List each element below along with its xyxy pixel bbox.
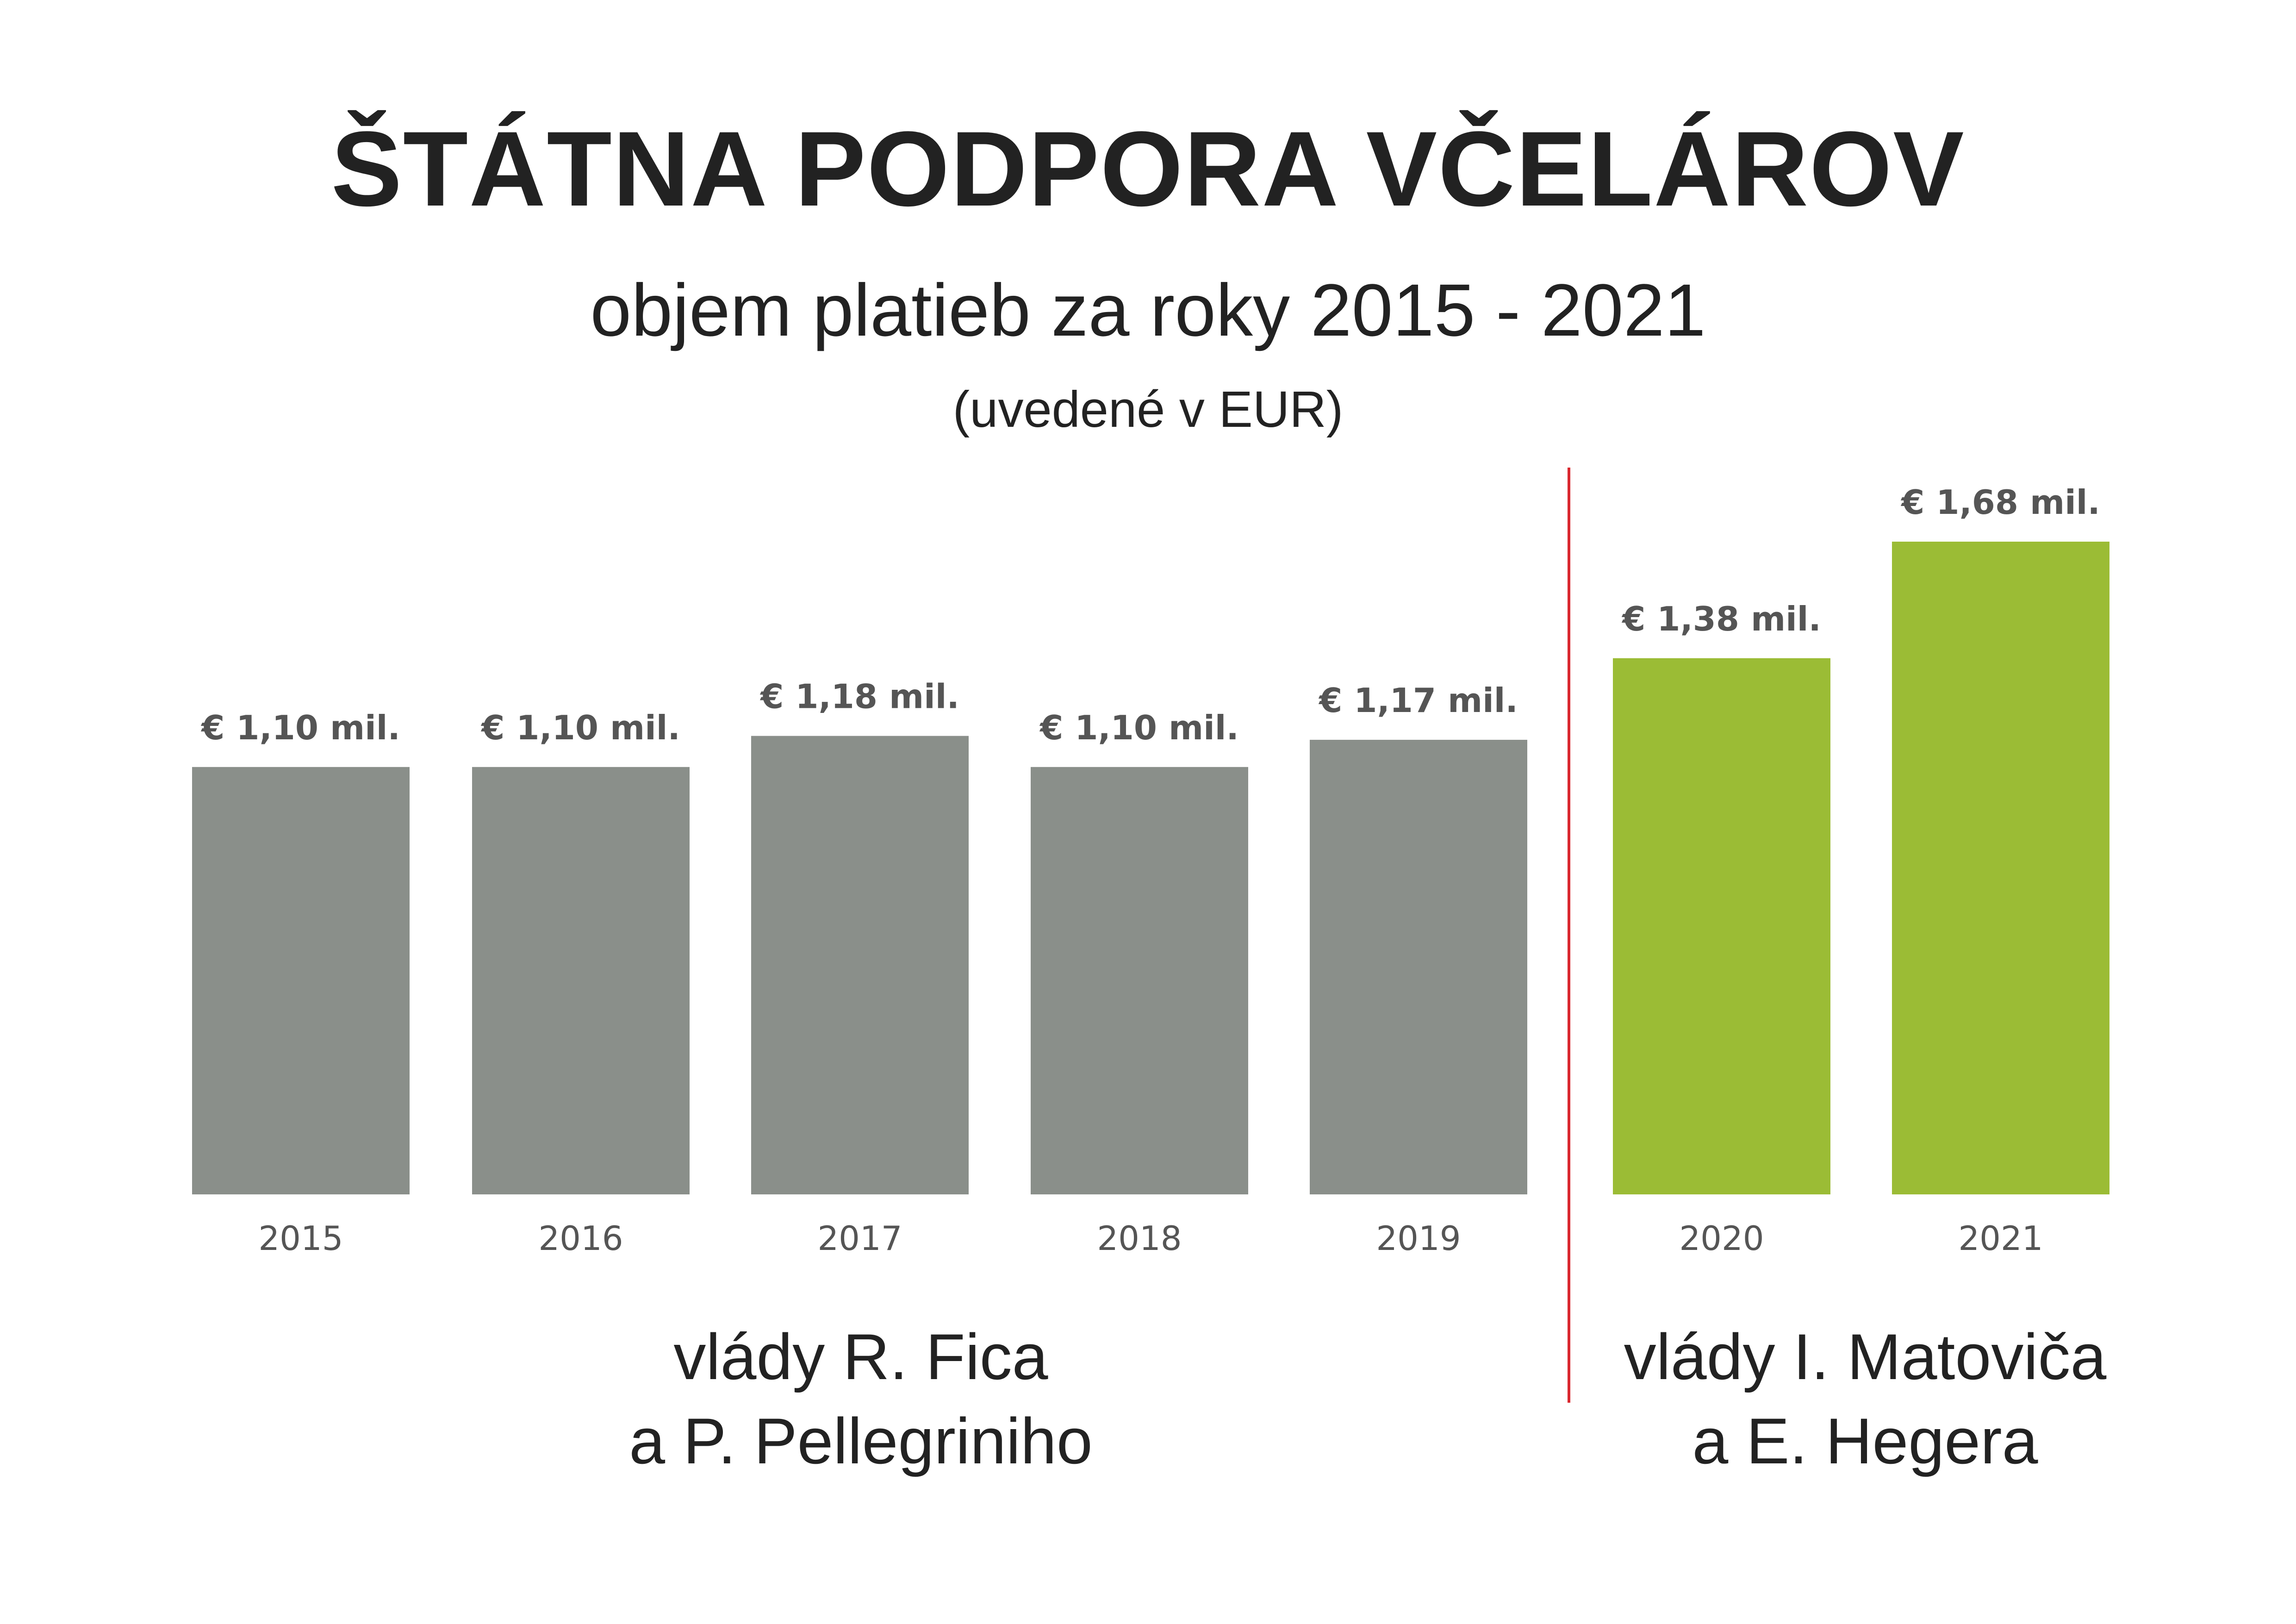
value-label-2019: € 1,17 mil. xyxy=(1318,681,1518,720)
bar-2016 xyxy=(472,767,690,1194)
tick-label-2016: 2016 xyxy=(538,1219,623,1258)
bar-2017 xyxy=(751,736,969,1194)
value-label-2018: € 1,10 mil. xyxy=(1039,708,1239,747)
group-label-line2: a P. Pellegriniho xyxy=(629,1405,1093,1477)
value-label-2016: € 1,10 mil. xyxy=(480,708,680,747)
bar-2020 xyxy=(1613,658,1830,1194)
group-label-line1: vlády R. Fica xyxy=(673,1320,1048,1393)
value-label-2015: € 1,10 mil. xyxy=(200,708,400,747)
value-label-2021: € 1,68 mil. xyxy=(1900,483,2100,522)
bar-2015 xyxy=(192,767,410,1194)
bar-2021 xyxy=(1892,542,2109,1194)
chart-subtitle: objem platieb za roky 2015 - 2021 xyxy=(590,269,1706,351)
tick-label-2015: 2015 xyxy=(258,1219,343,1258)
group-label-line1: vlády I. Matoviča xyxy=(1624,1320,2107,1393)
bar-2018 xyxy=(1031,767,1248,1194)
bar-2019 xyxy=(1310,740,1527,1194)
group-label-fico-pellegrini: vlády R. Fica a P. Pellegriniho xyxy=(583,1315,1139,1483)
tick-label-2017: 2017 xyxy=(817,1219,902,1258)
tick-label-2021: 2021 xyxy=(1958,1219,2043,1258)
value-label-2017: € 1,18 mil. xyxy=(759,677,959,716)
group-label-line2: a E. Hegera xyxy=(1692,1405,2038,1477)
tick-label-2020: 2020 xyxy=(1679,1219,1764,1258)
chart-title: ŠTÁTNA PODPORA VČELÁROV xyxy=(331,109,1965,228)
value-label-2020: € 1,38 mil. xyxy=(1621,600,1821,638)
tick-label-2019: 2019 xyxy=(1376,1219,1461,1258)
group-label-matovic-heger: vlády I. Matoviča a E. Hegera xyxy=(1587,1315,2143,1483)
tick-label-2018: 2018 xyxy=(1097,1219,1182,1258)
unit-note: (uvedené v EUR) xyxy=(952,381,1344,438)
